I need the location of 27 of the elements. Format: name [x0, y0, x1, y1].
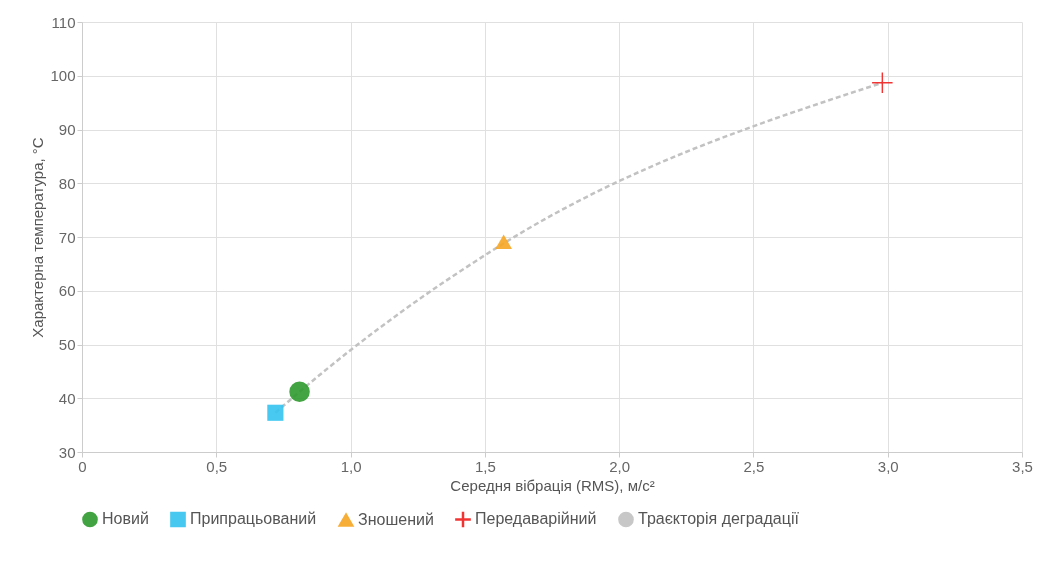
y-tick-label: 70 [58, 228, 76, 246]
x-tick-label: 0,5 [206, 457, 228, 475]
legend-label: Траєкторія деградації [638, 510, 800, 528]
x-tick-label: 1,5 [474, 457, 496, 475]
x-axis-title: Середня вібрація (RMS), м/с² [450, 476, 655, 494]
y-tick-label: 40 [58, 389, 76, 407]
point [267, 404, 284, 421]
y-axis-title: Характерна температура, °C [29, 137, 47, 338]
x-tick-label: 2,5 [743, 457, 765, 475]
y-tick-label: 100 [50, 67, 76, 85]
legend-label: Припрацьований [190, 510, 317, 528]
y-tick-label: 80 [58, 174, 76, 192]
y-tick-label: 110 [51, 13, 76, 31]
legend-label: Передаварійний [475, 510, 597, 528]
x-tick-label: 0 [78, 457, 87, 475]
x-tick-label: 1,0 [340, 457, 362, 475]
point [289, 381, 310, 403]
y-tick-label: 90 [58, 121, 76, 138]
x-tick-label: 3,0 [877, 457, 899, 475]
x-tick-label: 3,5 [1012, 457, 1033, 475]
x-tick-label: 2,0 [609, 457, 631, 475]
legend-label: Новий [102, 510, 149, 528]
y-tick-label: 50 [58, 336, 76, 353]
y-tick-label: 30 [58, 443, 76, 461]
legend-label: Зношений [358, 510, 434, 528]
point [495, 234, 513, 250]
y-tick-label: 60 [58, 282, 76, 300]
